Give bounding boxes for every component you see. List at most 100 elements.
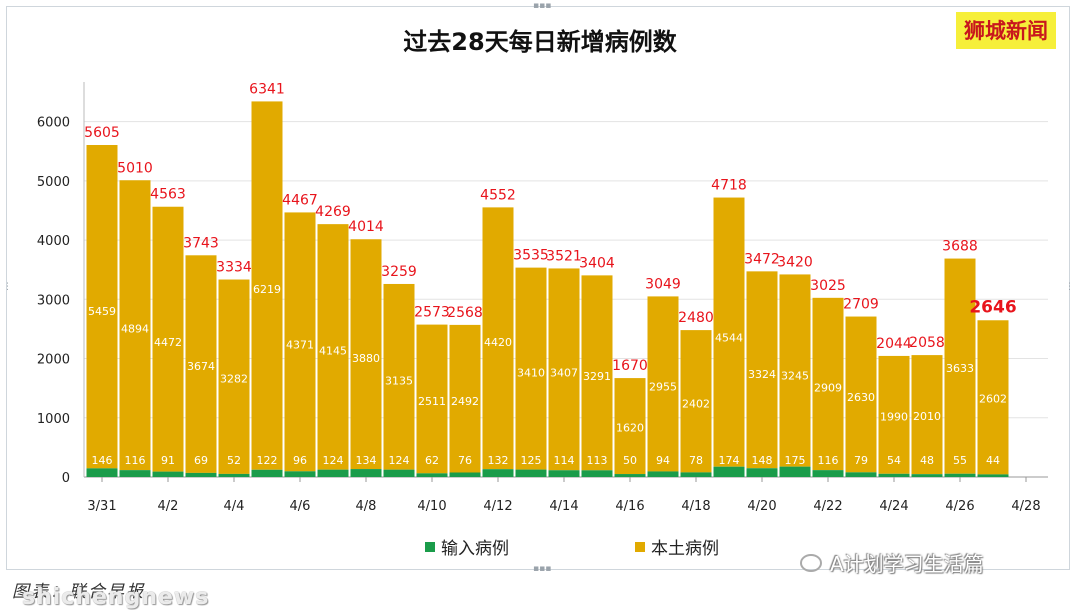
data-label-total: 2709 [843,297,879,313]
data-label-total: 2573 [414,305,450,321]
data-label-total: 4014 [348,219,384,235]
bar-imported [548,470,580,477]
bar-imported [152,471,184,477]
data-label-local: 3324 [748,368,776,381]
bar-local [779,274,811,467]
x-tick-label: 4/6 [290,499,311,514]
data-label-imported: 116 [818,454,839,467]
wechat-account-name: A计划学习生活篇 [830,552,984,576]
bar-local [911,355,943,475]
data-label-total: 1670 [612,358,648,374]
data-label-imported: 69 [194,454,208,467]
data-label-imported: 114 [554,454,575,467]
bar-local [152,206,184,472]
wechat-watermark: A计划学习生活篇 [800,548,984,577]
y-tick-label: 3000 [37,293,70,308]
legend-swatch-imported [425,541,435,552]
data-label-imported: 79 [854,454,868,467]
data-label-local: 3674 [187,360,215,373]
x-tick-label: 4/16 [615,499,644,514]
data-label-local: 2402 [682,398,710,411]
bar-local [746,271,778,469]
bar-imported [383,469,415,477]
bar-imported [680,472,712,477]
data-label-total: 4718 [711,178,747,194]
x-tick-label: 4/26 [945,499,974,514]
resize-handle-left[interactable]: ⋮ [3,282,12,292]
chart-title: 过去28天每日新增病例数 [403,28,677,56]
x-tick-label: 4/28 [1011,499,1040,514]
data-label-total: 3472 [744,251,780,267]
resize-handle-bottom[interactable]: ▪▪▪ [533,564,552,574]
data-label-imported: 125 [521,454,542,467]
bar-imported [878,473,910,477]
data-label-total: 3025 [810,278,846,294]
bar-local [185,255,217,473]
data-label-imported: 52 [227,454,241,467]
data-label-imported: 54 [887,454,901,467]
data-label-imported: 146 [92,454,113,467]
bar-imported [812,470,844,477]
bar-local [581,275,613,471]
bar-imported [614,474,646,477]
bar-imported [515,469,547,477]
bar-imported [779,466,811,477]
data-label-local: 2602 [979,393,1007,406]
bar-imported [911,474,943,477]
resize-handle-top[interactable]: ▪▪▪ [533,1,552,11]
site-watermark: shichengnews [22,585,210,610]
data-label-imported: 124 [323,454,344,467]
data-label-local: 2955 [649,381,677,394]
legend-label-imported: 输入病例 [441,539,509,559]
bar-imported [251,469,283,477]
bar-local [548,268,580,471]
data-label-local: 2630 [847,391,875,404]
data-label-imported: 134 [356,454,377,467]
data-label-total: 4552 [480,187,516,203]
data-label-imported: 55 [953,454,967,467]
data-label-local: 1620 [616,422,644,435]
x-tick-label: 4/10 [417,499,446,514]
legend-item-imported: 输入病例 [425,534,509,559]
data-label-total: 3404 [579,255,615,271]
data-label-imported: 116 [125,454,146,467]
data-label-total: 3521 [546,248,582,264]
data-label-local: 3291 [583,370,611,383]
data-label-local: 5459 [88,305,116,318]
data-label-imported: 76 [458,454,472,467]
data-label-local: 3245 [781,370,809,383]
bar-imported [416,473,448,477]
data-label-local: 3410 [517,366,545,379]
data-label-imported: 48 [920,454,934,467]
bar-local [944,258,976,474]
bar-local [416,324,448,474]
data-label-total: 2480 [678,310,714,326]
bar-imported [713,466,745,477]
x-tick-label: 4/20 [747,499,776,514]
resize-handle-right[interactable]: ⋮ [1065,282,1074,292]
bar-imported [845,472,877,477]
x-tick-label: 4/14 [549,499,578,514]
x-tick-label: 4/8 [356,499,377,514]
x-tick-label: 4/4 [224,499,245,514]
bar-local [977,320,1009,475]
data-label-imported: 113 [587,454,608,467]
y-tick-label: 4000 [37,234,70,249]
data-label-imported: 122 [257,454,278,467]
data-label-local: 2492 [451,395,479,408]
bar-local [812,297,844,471]
bar-imported [86,468,118,477]
y-tick-label: 1000 [37,412,70,427]
bar-local [482,207,514,470]
bar-imported [482,469,514,477]
bar-local [680,330,712,473]
data-label-local: 4371 [286,339,314,352]
bar-imported [449,472,481,477]
bar-local [317,224,349,470]
x-tick-label: 4/24 [879,499,908,514]
data-label-total: 4269 [315,204,351,220]
data-label-local: 4420 [484,336,512,349]
data-label-local: 3880 [352,352,380,365]
data-label-local: 4894 [121,323,149,336]
